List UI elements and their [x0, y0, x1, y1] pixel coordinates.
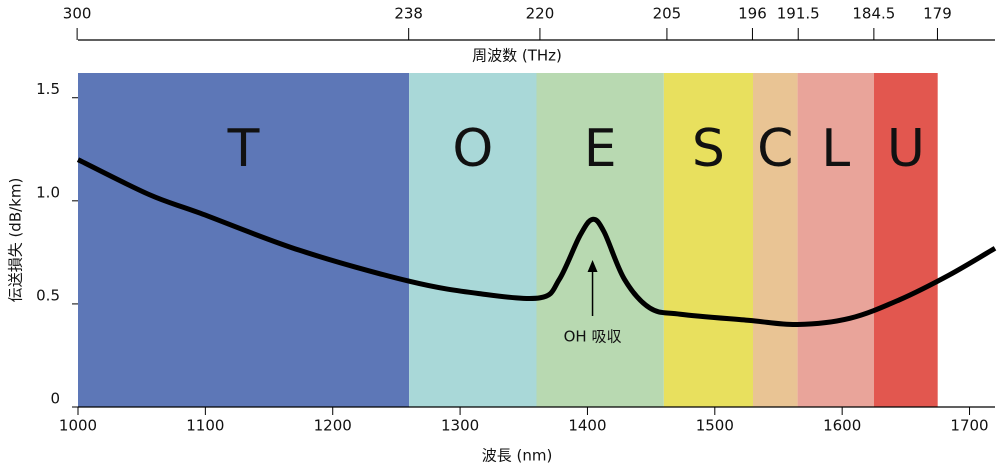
band-label: S — [692, 119, 725, 179]
band — [536, 73, 664, 407]
x-tick-label: 1000 — [59, 417, 97, 435]
x2-tick-label: 191.5 — [777, 5, 820, 23]
annotation-text: OH 吸収 — [564, 328, 622, 346]
band — [797, 73, 875, 407]
annotation-arrowhead — [587, 260, 598, 272]
band-label: L — [821, 119, 850, 179]
x2-tick-label: 238 — [394, 5, 423, 23]
y-tick-label: 0.5 — [36, 286, 60, 304]
x-tick-label: 1600 — [823, 417, 861, 435]
y-tick-label: 1.5 — [36, 80, 60, 98]
band — [409, 73, 537, 407]
x-axis-label: 波長 (nm) — [482, 447, 553, 465]
x2-tick-label: 300 — [63, 5, 92, 23]
x2-tick-label: 184.5 — [852, 5, 895, 23]
band-label: C — [757, 119, 793, 179]
band — [874, 73, 938, 407]
x-tick-label: 1400 — [568, 417, 606, 435]
x-tick-label: 1300 — [441, 417, 479, 435]
band-label: T — [227, 119, 260, 179]
x2-tick-label: 179 — [923, 5, 952, 23]
y-tick-label: 1.0 — [36, 183, 60, 201]
x2-tick-label: 196 — [738, 5, 767, 23]
x-tick-label: 1200 — [314, 417, 352, 435]
band-label: E — [584, 119, 617, 179]
band-label: U — [887, 119, 925, 179]
x-tick-label: 1700 — [950, 417, 988, 435]
band-label: O — [452, 119, 493, 179]
x2-axis-label: 周波数 (THz) — [472, 47, 562, 65]
x2-tick-label: 205 — [653, 5, 682, 23]
y-tick-label: 0 — [50, 390, 60, 408]
band — [78, 73, 410, 407]
loss-curve — [76, 157, 997, 328]
band — [663, 73, 754, 407]
band — [753, 73, 798, 407]
x2-tick-label: 220 — [526, 5, 555, 23]
x-tick-label: 1100 — [186, 417, 224, 435]
x-tick-label: 1500 — [696, 417, 734, 435]
y-axis-label: 伝送損失 (dB/km) — [7, 178, 25, 303]
